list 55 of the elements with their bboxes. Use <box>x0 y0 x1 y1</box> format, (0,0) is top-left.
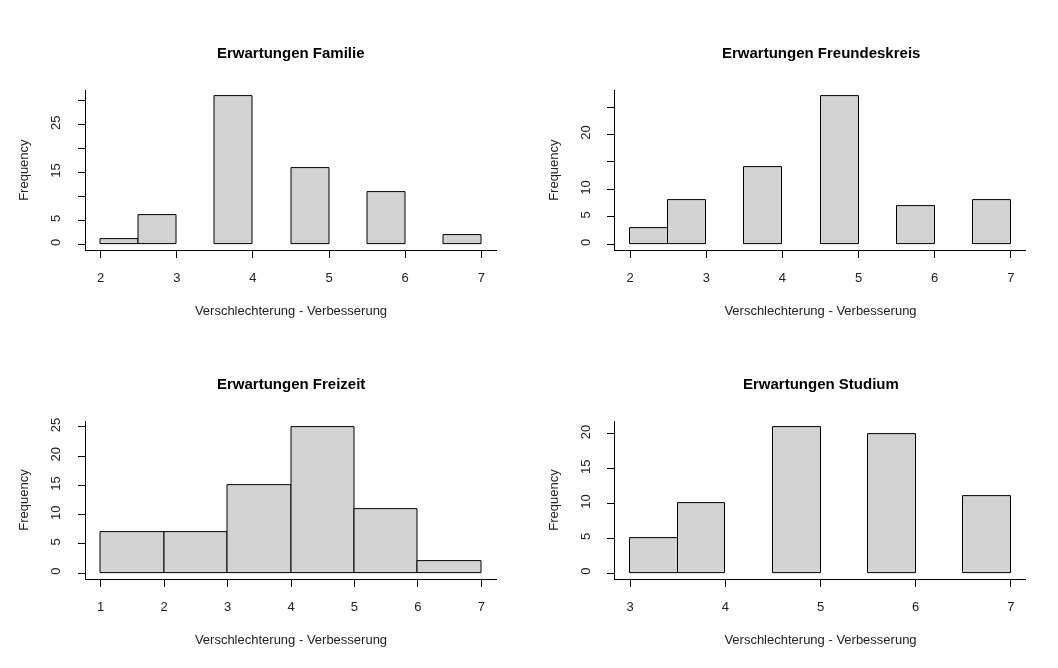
y-tick-label: 15 <box>48 163 64 178</box>
chart-title: Erwartungen Freizeit <box>217 375 366 392</box>
y-tick-label: 0 <box>577 567 593 575</box>
x-tick-label: 2 <box>160 598 168 614</box>
y-tick-label: 20 <box>48 447 64 462</box>
y-axis-title: Frequency <box>16 468 32 531</box>
x-tick-label: 2 <box>626 269 634 285</box>
x-tick-label: 6 <box>912 598 920 614</box>
x-tick-label: 7 <box>1007 598 1015 614</box>
y-axis-title: Frequency <box>545 468 561 531</box>
y-tick-label: 10 <box>48 505 64 520</box>
x-tick-label: 5 <box>325 269 333 285</box>
x-tick-label: 7 <box>1007 269 1015 285</box>
y-tick-label: 15 <box>577 459 593 475</box>
x-tick-label: 7 <box>477 269 485 285</box>
x-tick-label: 3 <box>702 269 710 285</box>
chart-title: Erwartungen Freundeskreis <box>722 44 921 61</box>
y-axis-title: Frequency <box>16 138 32 201</box>
y-tick-label: 20 <box>577 125 593 140</box>
x-tick-label: 6 <box>401 269 409 285</box>
chart-title: Erwartungen Studium <box>743 375 899 392</box>
y-tick-label: 5 <box>48 538 64 546</box>
y-tick-label: 5 <box>577 211 593 219</box>
chart-title: Erwartungen Familie <box>217 44 365 61</box>
x-tick-label: 6 <box>931 269 939 285</box>
x-tick-label: 5 <box>816 598 825 614</box>
x-axis-title: Verschlechterung - Verbesserung <box>194 632 388 648</box>
y-tick-label: 25 <box>48 417 64 433</box>
y-tick-label: 5 <box>577 532 593 541</box>
x-tick-label: 1 <box>97 598 105 614</box>
y-tick-label: 15 <box>48 476 64 491</box>
x-tick-label: 5 <box>350 598 359 614</box>
y-tick-label: 20 <box>577 424 593 440</box>
x-tick-label: 3 <box>626 598 634 614</box>
x-tick-label: 2 <box>97 269 105 285</box>
x-tick-label: 4 <box>721 598 729 614</box>
x-tick-label: 6 <box>414 598 422 614</box>
x-tick-label: 5 <box>854 269 863 285</box>
x-tick-label: 4 <box>249 269 257 285</box>
y-tick-label: 0 <box>48 567 64 575</box>
x-axis-title: Verschlechterung - Verbesserung <box>194 303 388 319</box>
x-tick-label: 4 <box>778 269 787 285</box>
y-tick-label: 0 <box>48 238 64 246</box>
y-tick-label: 10 <box>577 180 593 195</box>
y-tick-label: 0 <box>577 238 593 246</box>
x-tick-label: 4 <box>287 598 295 614</box>
x-axis-title: Verschlechterung - Verbesserung <box>724 632 917 648</box>
y-tick-label: 10 <box>577 494 593 509</box>
y-tick-label: 25 <box>48 115 64 131</box>
y-tick-label: 5 <box>48 214 64 223</box>
x-tick-label: 7 <box>477 598 485 614</box>
x-axis-title: Verschlechterung - Verbesserung <box>724 303 917 319</box>
x-tick-label: 3 <box>173 269 181 285</box>
x-tick-label: 3 <box>223 598 232 614</box>
y-axis-title: Frequency <box>545 138 561 201</box>
